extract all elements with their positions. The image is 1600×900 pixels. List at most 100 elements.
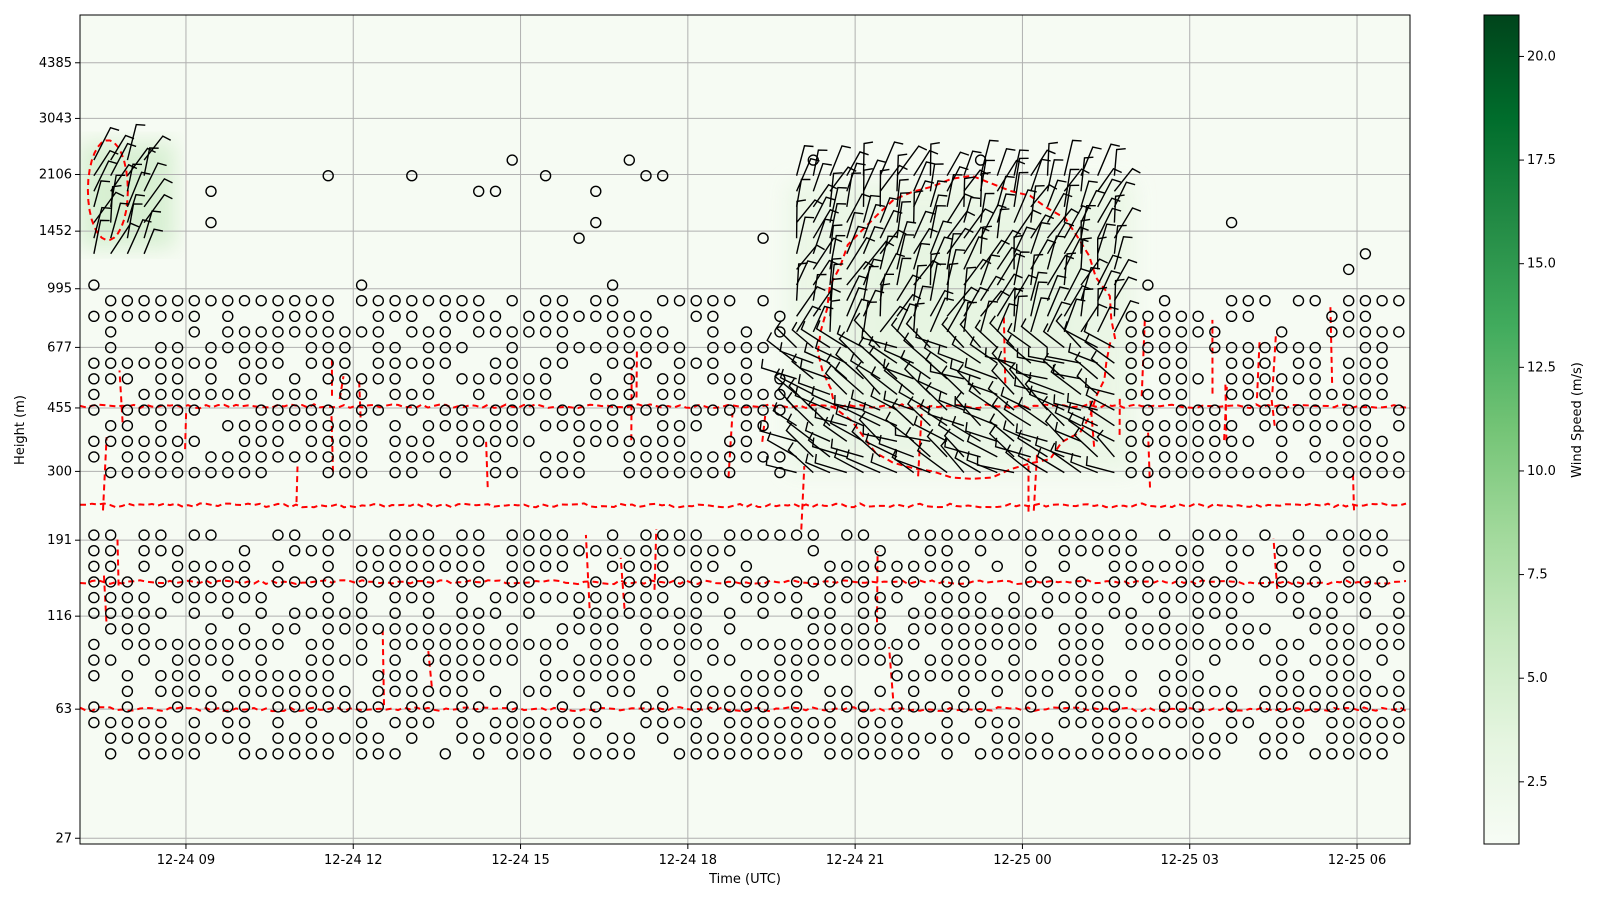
calm-marker [506, 466, 518, 479]
calm-marker [1025, 576, 1037, 588]
calm-marker [171, 654, 184, 666]
calm-marker [874, 654, 886, 666]
calm-marker [238, 451, 251, 463]
wind-barb [896, 145, 928, 177]
calm-marker [724, 451, 736, 463]
calm-marker [657, 701, 669, 713]
calm-marker [908, 560, 920, 572]
calm-marker [941, 701, 953, 713]
wind-barb [1070, 452, 1098, 474]
calm-marker [406, 326, 418, 338]
calm-marker [1376, 295, 1388, 307]
calm-marker [322, 341, 334, 354]
calm-marker [188, 748, 201, 760]
calm-marker [1108, 560, 1121, 572]
calm-marker [339, 701, 351, 713]
calm-marker [339, 466, 351, 479]
wind-barb [913, 210, 935, 239]
calm-marker [422, 295, 435, 307]
calm-marker [590, 373, 602, 385]
calm-marker [891, 576, 903, 588]
calm-marker [205, 373, 217, 385]
wind-barb [894, 426, 931, 442]
calm-marker [974, 607, 987, 619]
calm-marker [322, 404, 334, 416]
wind-barb [1042, 323, 1065, 349]
calm-marker [690, 591, 702, 604]
calm-marker [88, 388, 100, 401]
calm-marker [1259, 420, 1271, 432]
calm-marker [222, 466, 234, 479]
y-tick-label: 2106 [39, 168, 72, 183]
calm-marker [188, 529, 201, 541]
wind-barb [984, 347, 1015, 364]
calm-marker [406, 466, 418, 479]
calm-marker [1175, 623, 1188, 635]
wind-barb [1063, 285, 1092, 317]
calm-marker [690, 623, 702, 635]
calm-marker [121, 701, 134, 713]
calm-marker [841, 576, 853, 588]
calm-marker [590, 545, 602, 557]
calm-marker [238, 685, 251, 697]
calm-marker [422, 451, 435, 463]
calm-marker [1192, 748, 1204, 760]
calm-marker [606, 748, 619, 760]
calm-marker [1025, 638, 1037, 651]
calm-marker [673, 654, 686, 666]
wind-barb [1046, 301, 1071, 333]
wind-barb [1000, 386, 1032, 411]
calm-marker [657, 716, 669, 729]
calm-marker [790, 701, 803, 713]
calm-marker [88, 670, 100, 682]
wind-barb [946, 193, 974, 223]
wind-barb [846, 162, 866, 192]
calm-marker [205, 185, 217, 198]
calm-marker [1376, 357, 1388, 369]
calm-marker [1142, 623, 1154, 635]
calm-marker [1292, 357, 1305, 369]
calm-marker [941, 748, 953, 760]
calm-marker [657, 326, 669, 338]
calm-marker [623, 748, 635, 760]
calm-marker [590, 576, 602, 588]
calm-marker [272, 732, 284, 744]
wind-barb [1036, 447, 1065, 474]
calm-marker [171, 451, 184, 463]
calm-marker [640, 435, 652, 447]
calm-marker [389, 373, 401, 385]
calm-marker [1225, 357, 1238, 369]
calm-marker [289, 576, 301, 588]
calm-marker [1359, 670, 1372, 682]
calm-marker [238, 623, 251, 635]
calm-marker [657, 529, 669, 541]
calm-marker [305, 716, 318, 729]
calm-marker [974, 623, 987, 635]
calm-marker [406, 716, 418, 729]
wind-barb [997, 350, 1032, 380]
calm-marker [1376, 466, 1388, 479]
wind-barb [896, 233, 915, 270]
calm-marker [155, 310, 167, 322]
wind-barb [862, 203, 885, 239]
calm-marker [1142, 388, 1154, 401]
calm-marker [188, 560, 201, 572]
wind-barb [1063, 321, 1099, 349]
wind-barb [967, 375, 998, 396]
calm-marker [372, 341, 384, 354]
calm-marker [88, 591, 100, 604]
calm-marker [289, 670, 301, 682]
calm-marker [439, 451, 451, 463]
contour-line [1351, 470, 1355, 511]
calm-marker [1376, 576, 1388, 588]
calm-marker [255, 451, 267, 463]
calm-marker [539, 451, 552, 463]
x-tick-label: 12-24 21 [826, 853, 884, 868]
calm-marker [673, 670, 686, 682]
calm-marker [1158, 591, 1171, 604]
calm-marker [439, 685, 451, 697]
calm-marker [1292, 341, 1305, 354]
calm-marker [406, 295, 418, 307]
calm-marker [473, 420, 485, 432]
calm-marker [1359, 685, 1372, 697]
